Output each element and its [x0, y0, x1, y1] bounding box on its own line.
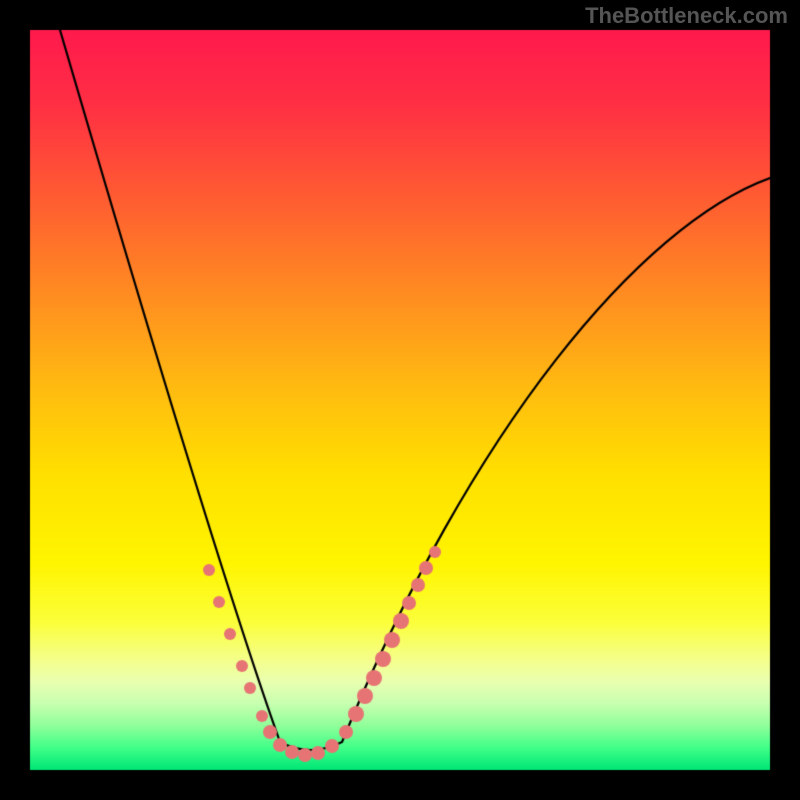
bottleneck-chart-canvas: [0, 0, 800, 800]
watermark-text: TheBottleneck.com: [585, 3, 788, 29]
chart-container: TheBottleneck.com: [0, 0, 800, 800]
